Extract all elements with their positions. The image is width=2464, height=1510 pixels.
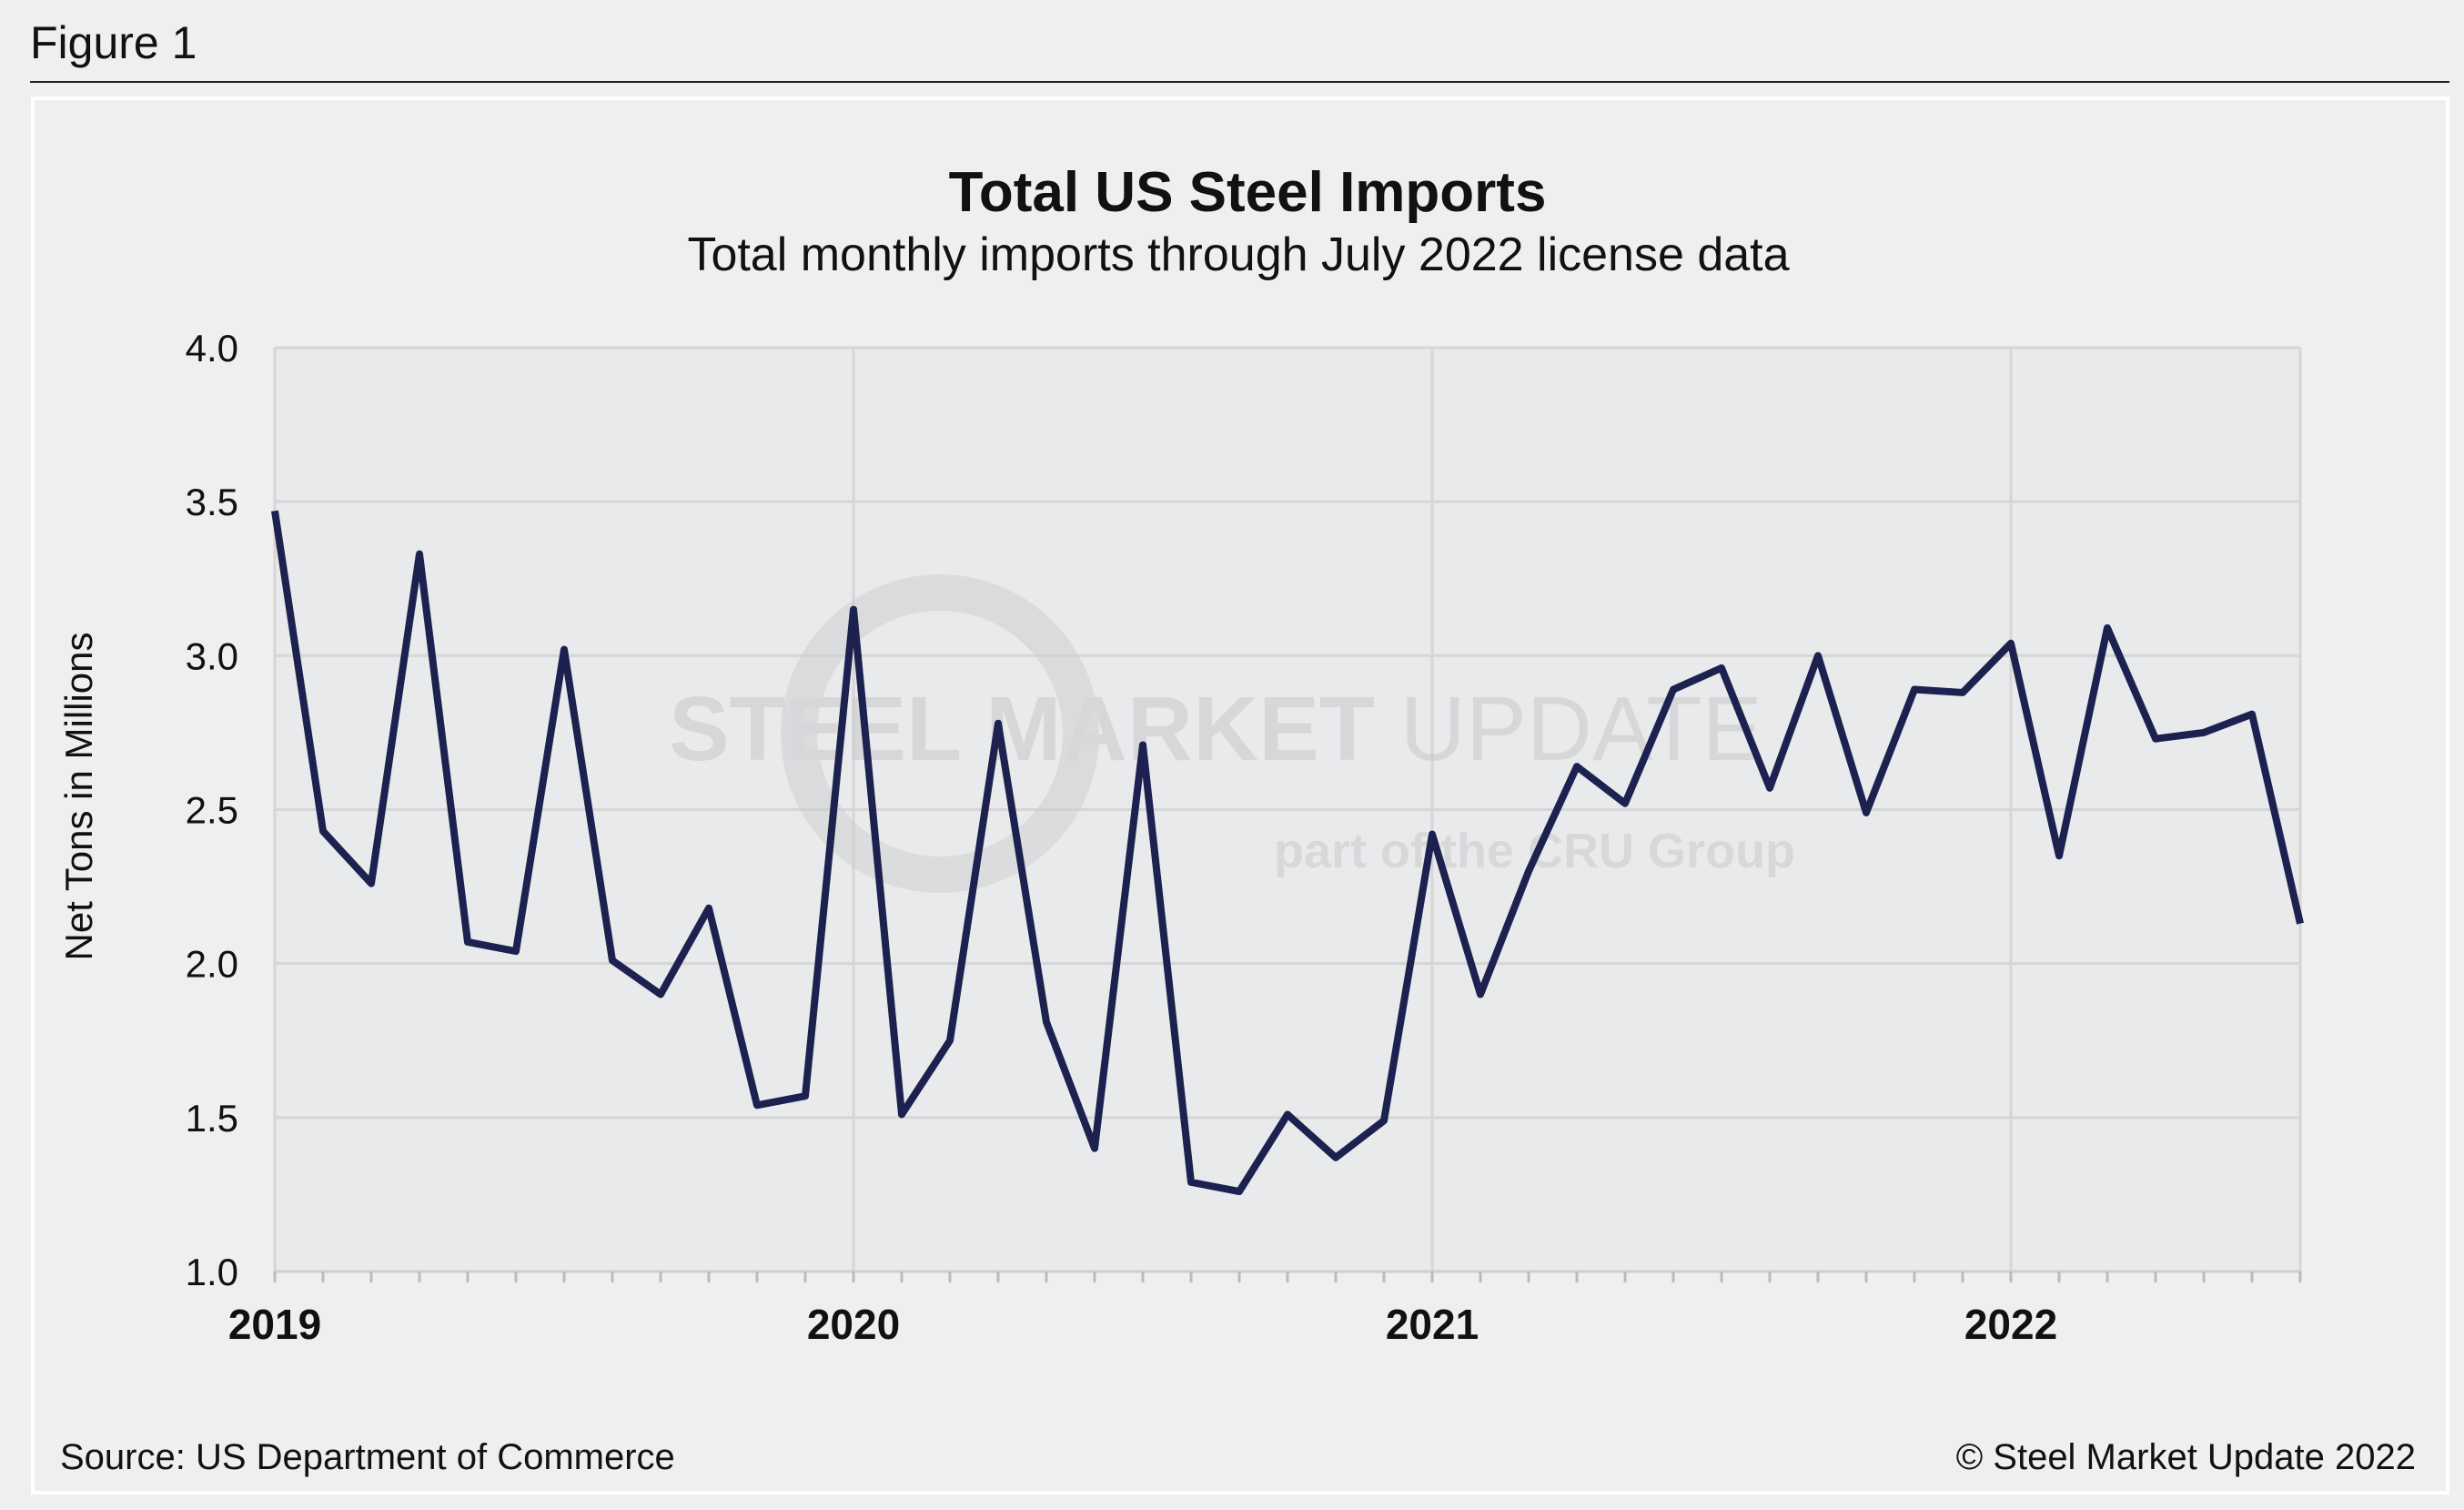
y-tick-label: 3.5	[186, 481, 238, 523]
copyright-note: © Steel Market Update 2022	[1956, 1437, 2416, 1477]
y-tick-label: 2.0	[186, 943, 238, 986]
y-tick-label: 2.5	[186, 789, 238, 832]
y-tick-label: 3.0	[186, 634, 238, 677]
y-tick-label: 4.0	[186, 327, 238, 370]
x-tick-label: 2022	[1964, 1301, 2057, 1348]
x-axis-ticks: 2019 2020 2021 2022	[228, 1270, 2302, 1348]
chart-subtitle: Total monthly imports through July 2022 …	[687, 228, 1789, 281]
x-tick-label: 2020	[807, 1301, 900, 1348]
x-tick-label: 2021	[1386, 1301, 1479, 1348]
figure-label: Figure 1	[30, 17, 197, 68]
watermark: STEEL MARKET UPDATE part of the CRU Grou…	[669, 574, 1795, 893]
x-tick-label: 2019	[228, 1301, 321, 1348]
chart-title: Total US Steel Imports	[949, 161, 1547, 224]
y-axis-title: Net Tons in Millions	[57, 632, 100, 960]
series-imports	[271, 510, 2304, 1196]
y-tick-label: 1.5	[186, 1097, 238, 1140]
source-note: Source: US Department of Commerce	[60, 1437, 675, 1477]
watermark-title: STEEL MARKET UPDATE	[669, 678, 1762, 780]
y-axis-ticks: 1.0 1.5 2.0 2.5 3.0 3.5 4.0	[186, 327, 238, 1293]
watermark-subtitle: part of the CRU Group	[1274, 824, 1795, 878]
watermark-logo-icon	[781, 574, 1099, 893]
y-tick-label: 1.0	[186, 1251, 238, 1293]
